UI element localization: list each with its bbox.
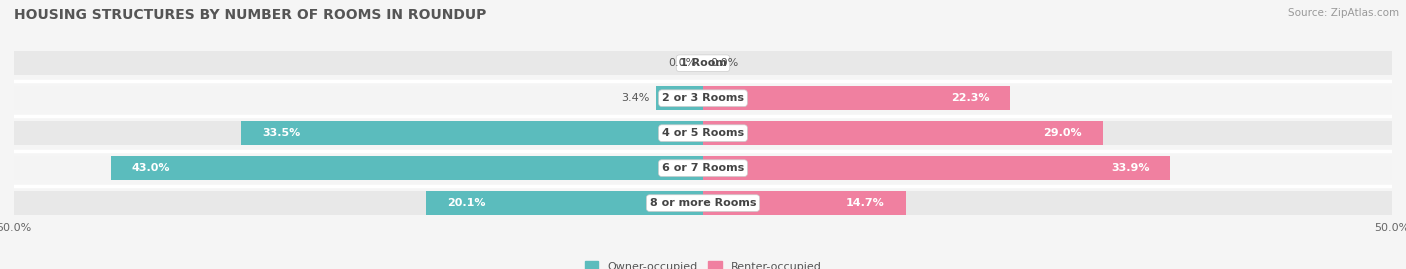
Text: 1 Room: 1 Room — [679, 58, 727, 68]
Bar — [14, 191, 1392, 215]
Text: 8 or more Rooms: 8 or more Rooms — [650, 198, 756, 208]
Text: 43.0%: 43.0% — [131, 163, 170, 173]
Bar — [703, 156, 1170, 180]
Bar — [14, 121, 1392, 145]
Text: 22.3%: 22.3% — [950, 93, 990, 103]
Text: 4 or 5 Rooms: 4 or 5 Rooms — [662, 128, 744, 138]
Text: 20.1%: 20.1% — [447, 198, 485, 208]
Text: 0.0%: 0.0% — [710, 58, 738, 68]
Text: 33.5%: 33.5% — [262, 128, 301, 138]
Text: 0.0%: 0.0% — [668, 58, 696, 68]
Bar — [426, 191, 703, 215]
Bar — [14, 51, 1392, 76]
Legend: Owner-occupied, Renter-occupied: Owner-occupied, Renter-occupied — [581, 257, 825, 269]
Bar — [703, 121, 1102, 145]
Text: 3.4%: 3.4% — [621, 93, 650, 103]
Bar — [703, 191, 905, 215]
Bar — [242, 121, 703, 145]
Text: Source: ZipAtlas.com: Source: ZipAtlas.com — [1288, 8, 1399, 18]
Text: 29.0%: 29.0% — [1043, 128, 1083, 138]
Text: 14.7%: 14.7% — [846, 198, 884, 208]
Bar — [14, 86, 1392, 111]
Bar — [703, 86, 1011, 111]
Text: 6 or 7 Rooms: 6 or 7 Rooms — [662, 163, 744, 173]
Bar — [14, 156, 1392, 180]
Text: 33.9%: 33.9% — [1111, 163, 1150, 173]
Text: HOUSING STRUCTURES BY NUMBER OF ROOMS IN ROUNDUP: HOUSING STRUCTURES BY NUMBER OF ROOMS IN… — [14, 8, 486, 22]
Bar — [111, 156, 703, 180]
Text: 2 or 3 Rooms: 2 or 3 Rooms — [662, 93, 744, 103]
Bar — [657, 86, 703, 111]
